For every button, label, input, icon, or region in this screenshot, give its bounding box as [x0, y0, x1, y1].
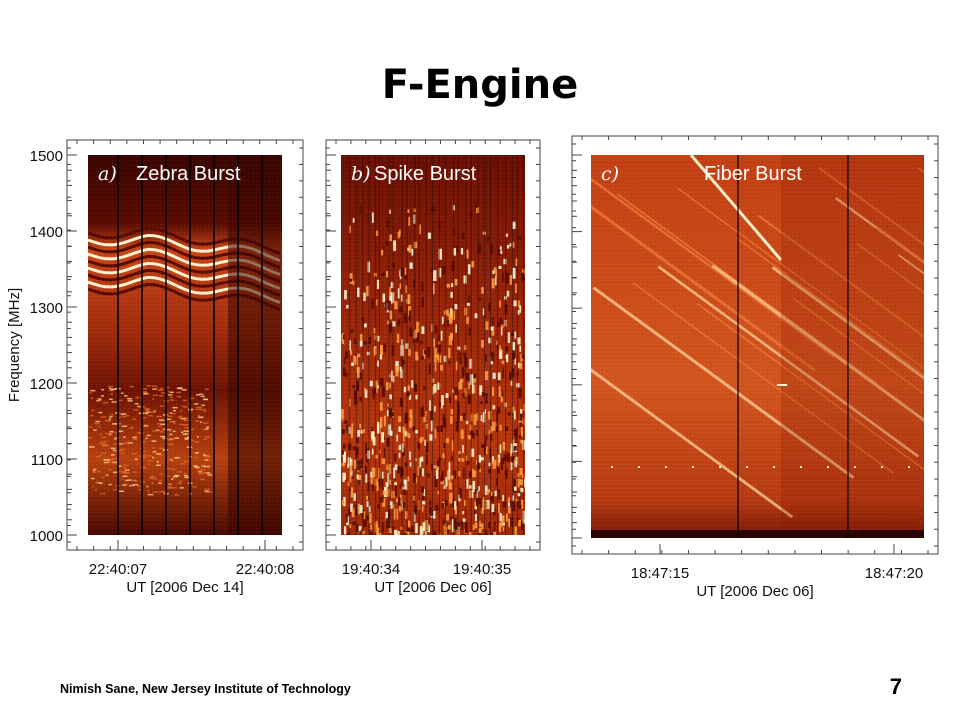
dynamic-spectra-figure: a) Zebra Burst 1000 1100 1200 1300 1400 1500 Fre…: [6, 135, 939, 600]
panel-label: c): [601, 163, 619, 185]
panel-title: Fiber Burst: [704, 163, 802, 185]
y-tick-label: 1500: [30, 148, 63, 165]
x-tick-label: 19:40:34: [342, 561, 400, 578]
x-tick-label: 19:40:35: [453, 561, 511, 578]
x-axis-label: UT [2006 Dec 06]: [696, 583, 813, 600]
x-tick-label: 18:47:20: [865, 565, 923, 582]
x-tick-label: 18:47:15: [631, 565, 689, 582]
noise-overlay: [591, 155, 924, 538]
y-tick-label: 1200: [30, 376, 63, 393]
panel-zebra: a) Zebra Burst 1000 1100 1200 1300 1400 1500 Fre…: [6, 139, 304, 596]
x-tick-label: 22:40:07: [89, 561, 147, 578]
page-number: 7: [889, 674, 902, 699]
slide-title: F-Engine: [381, 62, 579, 108]
y-tick-label: 1000: [30, 528, 63, 545]
panel-label: b): [351, 163, 371, 185]
noise-overlay: [88, 155, 282, 535]
footer-credit: Nimish Sane, New Jersey Institute of Tec…: [60, 682, 351, 696]
x-axis-label: UT [2006 Dec 14]: [126, 579, 243, 596]
x-tick-label: 22:40:08: [236, 561, 294, 578]
x-axis-label: UT [2006 Dec 06]: [374, 579, 491, 596]
panel-fiber: c) Fiber Burst 18:47:15 18:47:20 UT [2006 De…: [571, 135, 939, 600]
panel-label: a): [98, 163, 117, 185]
panel-title: Spike Burst: [374, 163, 477, 185]
y-tick-label: 1300: [30, 300, 63, 317]
noise-overlay: [341, 155, 525, 535]
y-tick-label: 1100: [31, 452, 63, 469]
panel-title: Zebra Burst: [136, 163, 241, 185]
y-tick-label: 1400: [30, 224, 63, 241]
y-axis-label: Frequency [MHz]: [6, 288, 23, 402]
